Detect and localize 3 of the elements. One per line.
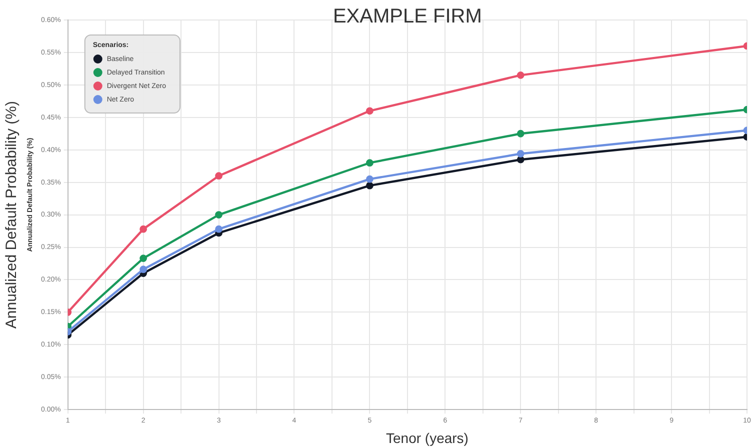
chart-title: EXAMPLE FIRM: [332, 6, 482, 28]
y-axis-title: Annualized Default Probability (%): [3, 100, 20, 329]
x-axis-title: Tenor (years): [386, 430, 468, 446]
